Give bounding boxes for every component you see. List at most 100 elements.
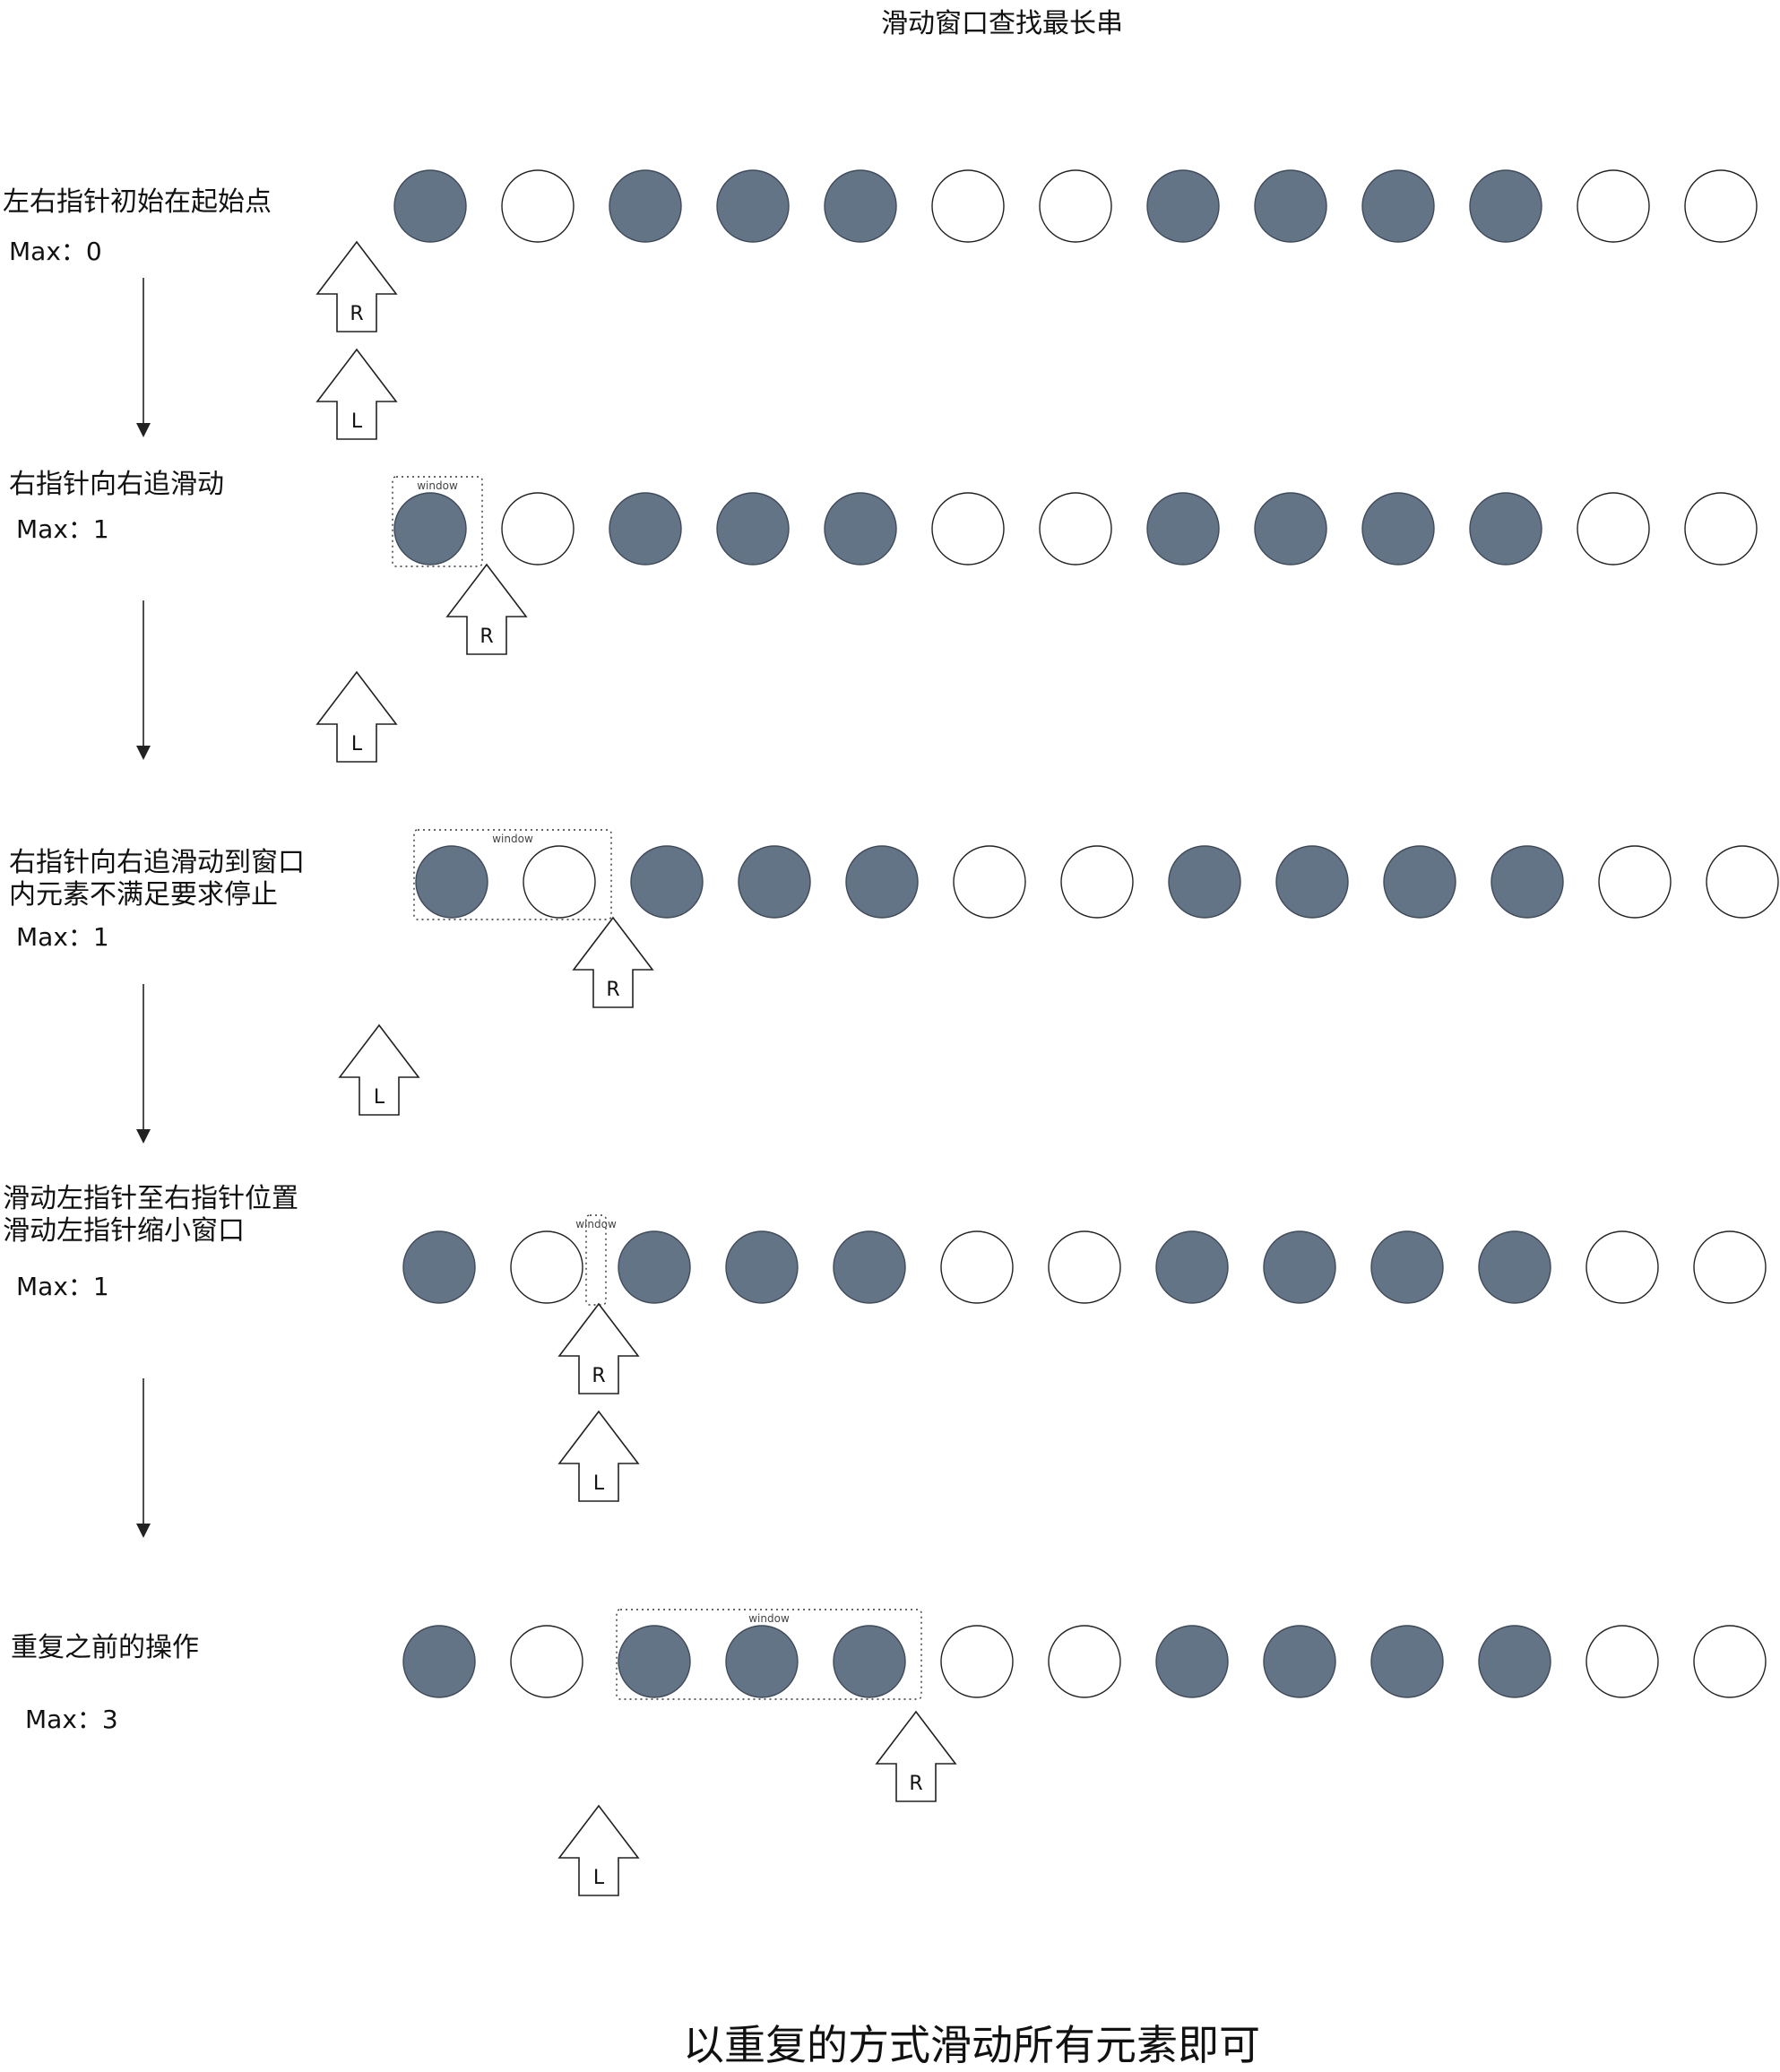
- step-3-element-6-empty: [953, 845, 1026, 919]
- step-3-element-1-filled: [415, 845, 488, 919]
- step-2-element-13-empty: [1684, 492, 1758, 565]
- step-2-right-pointer-arrow: R: [445, 563, 528, 655]
- step-5-element-2-empty: [510, 1625, 583, 1698]
- step-4-element-13-empty: [1693, 1230, 1767, 1304]
- step-4-element-6-empty: [940, 1230, 1014, 1304]
- step-1-element-2-empty: [501, 169, 575, 243]
- step-4-right-pointer-arrow: R: [557, 1302, 640, 1394]
- step-2-description-line-1: 右指针向右追滑动: [9, 469, 224, 500]
- step-2: 右指针向右追滑动 Max：1 window: [9, 469, 1758, 760]
- step-2-element-5-filled: [824, 492, 897, 565]
- step-3-left-pointer-arrow: L: [338, 1023, 420, 1116]
- step-4-element-7-empty: [1048, 1230, 1121, 1304]
- step-4-left-pointer-arrow-shape: [557, 1410, 640, 1502]
- step-3-element-4-filled: [738, 845, 811, 919]
- step-5-element-11-filled: [1478, 1625, 1551, 1698]
- step-1-element-13-empty: [1684, 169, 1758, 243]
- step-2-window-label: window: [417, 479, 458, 492]
- step-3-description-line-1: 右指针向右追滑动到窗口: [9, 847, 305, 878]
- step-1-element-5-filled: [824, 169, 897, 243]
- diagram-title: 滑动窗口查找最长串: [881, 8, 1123, 39]
- step-5-element-13-empty: [1693, 1625, 1767, 1698]
- step-3-element-8-filled: [1168, 845, 1241, 919]
- step-4-element-1-filled: [402, 1230, 476, 1304]
- step-5: 重复之前的操作 Max：3 window: [11, 1609, 1767, 1734]
- step-5-element-10-filled: [1370, 1625, 1444, 1698]
- step-2-element-12-empty: [1577, 492, 1650, 565]
- step-3-right-pointer-arrow: R: [572, 916, 654, 1008]
- step-3-max-value: Max：1: [16, 922, 109, 952]
- step-2-element-3-filled: [609, 492, 682, 565]
- step-5-element-7-empty: [1048, 1625, 1121, 1698]
- step-3-window-label: window: [492, 833, 533, 845]
- step-5-window-box: [616, 1609, 922, 1700]
- step-2-element-9-filled: [1254, 492, 1327, 565]
- step-2-left-pointer-arrow: L: [315, 670, 398, 763]
- step-3-element-5-filled: [845, 845, 919, 919]
- step-5-element-8-filled: [1155, 1625, 1229, 1698]
- step-2-element-7-empty: [1039, 492, 1112, 565]
- step-3-description-line-2: 内元素不满足要求停止: [9, 879, 278, 911]
- step-1-left-pointer-arrow-shape: [315, 348, 398, 440]
- step-3-element-11-filled: [1491, 845, 1564, 919]
- step-2-window-box: [392, 476, 483, 567]
- step-4-window-box: [585, 1214, 607, 1306]
- step-4-element-2-empty: [510, 1230, 583, 1304]
- step-3-window-box: [413, 829, 612, 920]
- step-1-max-value: Max：0: [9, 237, 102, 266]
- step-4-right-pointer-arrow-shape: [557, 1302, 640, 1394]
- step-3-element-3-filled: [630, 845, 704, 919]
- step-4-left-pointer-arrow-label: L: [593, 1472, 605, 1495]
- step-1-right-pointer-arrow: R: [315, 240, 398, 332]
- step-4-element-3-filled: [618, 1230, 691, 1304]
- step-5-description-line-1: 重复之前的操作: [11, 1632, 199, 1663]
- step-4-element-5-filled: [833, 1230, 906, 1304]
- step-4-element-8-filled: [1155, 1230, 1229, 1304]
- step-3-element-12-empty: [1598, 845, 1672, 919]
- step-3-element-9-filled: [1275, 845, 1349, 919]
- step-1-right-pointer-arrow-shape: [315, 240, 398, 332]
- step-3-element-2-empty: [523, 845, 596, 919]
- step-5-element-5-filled: [833, 1625, 906, 1698]
- step-4-description-line-2: 滑动左指针缩小窗口: [3, 1215, 245, 1247]
- step-5-right-pointer-arrow-label: R: [909, 1773, 922, 1795]
- step-2-right-pointer-arrow-label: R: [480, 626, 493, 648]
- step-2-element-2-empty: [501, 492, 575, 565]
- step-4-element-10-filled: [1370, 1230, 1444, 1304]
- step-4-element-4-filled: [725, 1230, 799, 1304]
- step-3-element-7-empty: [1060, 845, 1134, 919]
- step-5-element-3-filled: [618, 1625, 691, 1698]
- step-2-max-value: Max：1: [16, 514, 109, 544]
- footer-caption: 以重复的方式滑动所有元素即可: [683, 2021, 1260, 2069]
- step-4-element-12-empty: [1586, 1230, 1659, 1304]
- step-5-left-pointer-arrow: L: [557, 1804, 640, 1896]
- step-1-element-12-empty: [1577, 169, 1650, 243]
- step-1-right-pointer-arrow-label: R: [350, 303, 363, 325]
- step-5-right-pointer-arrow: R: [875, 1710, 957, 1802]
- step-2-element-10-filled: [1361, 492, 1435, 565]
- step-1: 左右指针初始在起始点 Max：0: [3, 169, 1758, 437]
- step-5-left-pointer-arrow-label: L: [593, 1867, 605, 1889]
- step-5-element-9-filled: [1263, 1625, 1336, 1698]
- step-4-element-9-filled: [1263, 1230, 1336, 1304]
- step-5-left-pointer-arrow-shape: [557, 1804, 640, 1896]
- step-1-element-3-filled: [609, 169, 682, 243]
- step-3-right-pointer-arrow-label: R: [606, 979, 619, 1001]
- step-2-left-pointer-arrow-label: L: [351, 733, 363, 755]
- step-1-element-11-filled: [1469, 169, 1542, 243]
- step-5-element-12-empty: [1586, 1625, 1659, 1698]
- step-2-element-1-filled: [393, 492, 467, 565]
- step-1-element-7-empty: [1039, 169, 1112, 243]
- step-2-element-6-empty: [931, 492, 1005, 565]
- step-1-element-6-empty: [931, 169, 1005, 243]
- step-2-left-pointer-arrow-shape: [315, 670, 398, 763]
- step-1-element-1-filled: [393, 169, 467, 243]
- step-1-element-9-filled: [1254, 169, 1327, 243]
- step-4-max-value: Max：1: [16, 1272, 109, 1301]
- step-3-element-13-empty: [1706, 845, 1779, 919]
- step-3-element-10-filled: [1383, 845, 1456, 919]
- step-4-right-pointer-arrow-label: R: [592, 1365, 605, 1387]
